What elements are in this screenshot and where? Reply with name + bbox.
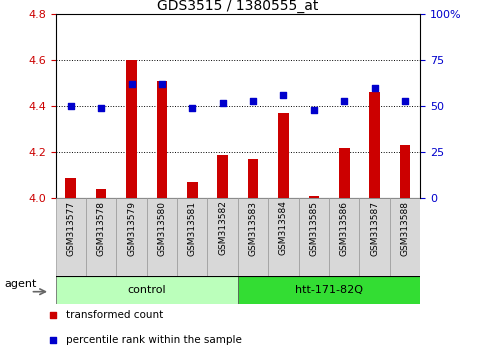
Bar (56, 198, 86, 276)
Bar (177, 198, 208, 276)
Point (401, 98, 409, 103)
Text: GSM313579: GSM313579 (127, 201, 136, 256)
Bar (248, 159, 258, 198)
Bar (339, 148, 350, 198)
Point (67, 103, 74, 109)
Bar (208, 198, 238, 276)
Bar (268, 198, 298, 276)
Title: GDS3515 / 1380555_at: GDS3515 / 1380555_at (157, 0, 319, 13)
Point (188, 105, 196, 111)
Point (50, 312, 57, 318)
Point (97, 105, 105, 111)
Text: agent: agent (4, 279, 37, 289)
Text: control: control (128, 285, 166, 295)
Bar (116, 198, 147, 276)
Bar (278, 113, 289, 198)
Text: percentile rank within the sample: percentile rank within the sample (67, 335, 242, 346)
Bar (329, 198, 359, 276)
Point (371, 85, 379, 91)
Bar (359, 198, 390, 276)
Bar (217, 154, 228, 198)
Text: GSM313581: GSM313581 (188, 201, 197, 256)
Bar (65, 178, 76, 198)
Text: GSM313583: GSM313583 (249, 201, 257, 256)
Point (341, 98, 348, 103)
Text: GSM313588: GSM313588 (400, 201, 410, 256)
Text: GSM313587: GSM313587 (370, 201, 379, 256)
Point (280, 92, 287, 98)
Bar (187, 182, 198, 198)
Text: GSM313586: GSM313586 (340, 201, 349, 256)
Bar (309, 196, 319, 198)
Bar (238, 198, 268, 276)
Point (219, 100, 227, 105)
Text: htt-171-82Q: htt-171-82Q (295, 285, 363, 295)
Text: GSM313584: GSM313584 (279, 201, 288, 256)
Bar (126, 60, 137, 198)
Bar (390, 198, 420, 276)
Point (158, 81, 166, 87)
Bar (147, 198, 177, 276)
Bar (56, 276, 238, 304)
Point (50, 337, 57, 343)
Bar (86, 198, 116, 276)
Bar (369, 92, 380, 198)
Text: GSM313577: GSM313577 (66, 201, 75, 256)
Point (249, 98, 257, 103)
Bar (400, 145, 411, 198)
Text: GSM313585: GSM313585 (309, 201, 318, 256)
Text: transformed count: transformed count (67, 309, 164, 320)
Bar (156, 81, 167, 198)
Point (310, 107, 318, 113)
Text: GSM313578: GSM313578 (97, 201, 106, 256)
Text: GSM313582: GSM313582 (218, 201, 227, 256)
Point (128, 81, 135, 87)
Bar (298, 198, 329, 276)
Text: GSM313580: GSM313580 (157, 201, 167, 256)
Bar (96, 189, 106, 198)
Bar (238, 276, 420, 304)
